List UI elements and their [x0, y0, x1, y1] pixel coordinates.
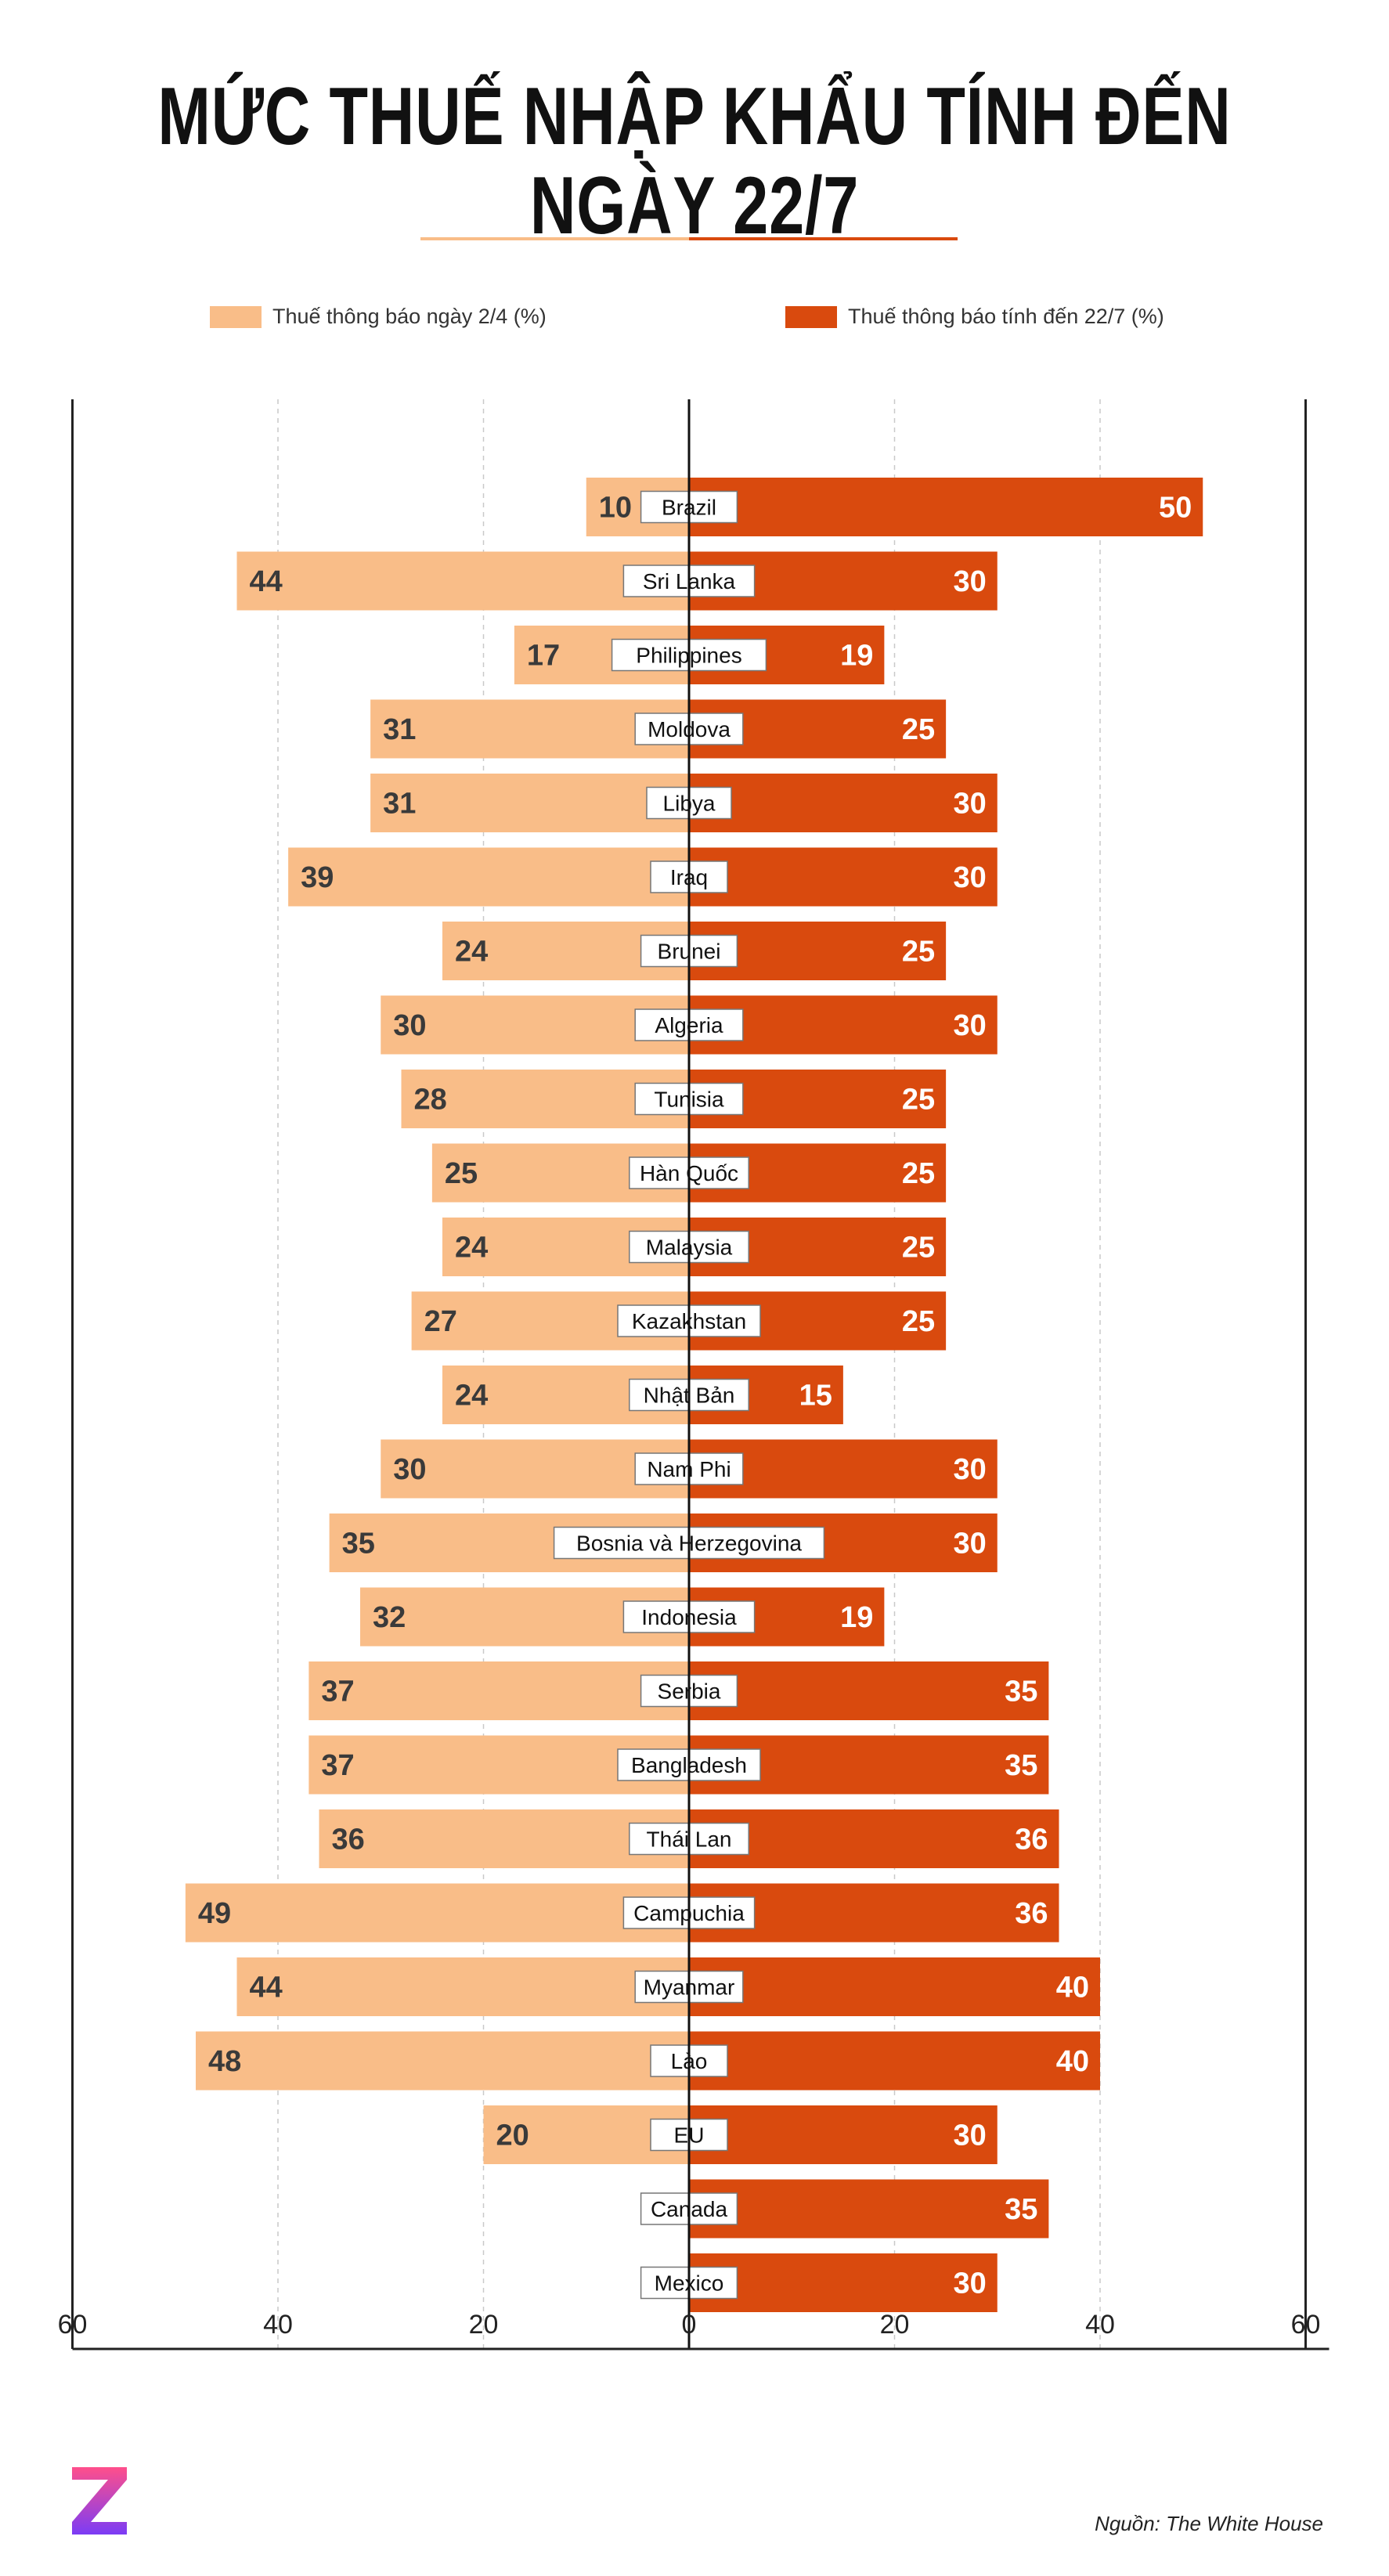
- value-label-after: 30: [953, 1009, 986, 1042]
- value-label-before: 24: [455, 936, 488, 969]
- value-label-after: 30: [953, 2268, 986, 2300]
- bar-before: [308, 1661, 689, 1720]
- value-label-after: 30: [953, 788, 986, 821]
- title-divider-left: [420, 237, 689, 240]
- bar-after: [689, 2105, 998, 2164]
- legend-label-after: Thuế thông báo tính đến 22/7 (%): [848, 305, 1164, 328]
- bar-after: [689, 1809, 1059, 1868]
- value-label-before: 37: [321, 1676, 354, 1708]
- value-label-before: 20: [496, 2120, 529, 2152]
- legend-item-after: Thuế thông báo tính đến 22/7 (%): [785, 305, 1164, 329]
- value-label-after: 25: [902, 1084, 935, 1117]
- value-label-before: 28: [414, 1084, 447, 1117]
- bar-after: [689, 2031, 1100, 2091]
- value-label-before: 44: [250, 565, 283, 598]
- value-label-after: 30: [953, 861, 986, 894]
- value-label-before: 35: [342, 1528, 375, 1560]
- value-label-before: 30: [393, 1009, 426, 1042]
- bar-before: [236, 1957, 689, 2016]
- value-label-before: 32: [373, 1601, 406, 1634]
- bar-before: [288, 847, 689, 907]
- value-label-before: 49: [198, 1897, 231, 1930]
- value-label-after: 40: [1056, 2045, 1089, 2078]
- value-label-before: 10: [599, 492, 632, 525]
- x-tick-label: 60: [1291, 2310, 1321, 2340]
- value-label-after: 36: [1015, 1897, 1048, 1930]
- z-logo-icon: [72, 2467, 127, 2535]
- bar-after: [689, 1957, 1100, 2016]
- bar-after: [689, 478, 1203, 536]
- title-divider-right: [689, 237, 958, 240]
- bar-before: [319, 1809, 689, 1868]
- legend-swatch-after: [785, 305, 837, 328]
- x-tick-label: 20: [469, 2310, 499, 2340]
- value-label-after: 25: [902, 1232, 935, 1265]
- value-label-after: 30: [953, 2120, 986, 2152]
- value-label-after: 35: [1005, 1676, 1037, 1708]
- value-label-after: 25: [902, 936, 935, 969]
- value-label-before: 25: [445, 1157, 478, 1190]
- bar-before: [370, 774, 689, 832]
- legend-swatch-before: [210, 305, 262, 328]
- title-divider: [420, 237, 958, 240]
- value-label-after: 15: [799, 1380, 832, 1412]
- value-label-before: 31: [383, 788, 416, 821]
- x-tick-label: 40: [263, 2310, 293, 2340]
- value-label-after: 19: [840, 640, 873, 673]
- value-label-before: 44: [250, 1972, 283, 2004]
- x-tick-label: 0: [682, 2310, 697, 2340]
- legend-item-before: Thuế thông báo ngày 2/4 (%): [210, 305, 547, 329]
- value-label-after: 30: [953, 565, 986, 598]
- value-label-before: 24: [455, 1380, 488, 1412]
- bar-after: [689, 1661, 1049, 1720]
- bar-after: [689, 847, 998, 907]
- bar-before: [236, 551, 689, 611]
- value-label-before: 27: [424, 1305, 457, 1338]
- value-label-before: 39: [301, 861, 334, 894]
- value-label-after: 35: [1005, 1749, 1037, 1782]
- x-tick-label: 20: [880, 2310, 910, 2340]
- value-label-after: 25: [902, 1305, 935, 1338]
- value-label-after: 30: [953, 1453, 986, 1486]
- value-label-before: 36: [332, 1824, 365, 1856]
- value-label-after: 50: [1159, 492, 1192, 525]
- value-label-after: 36: [1015, 1824, 1048, 1856]
- bar-after: [689, 2179, 1049, 2239]
- bar-before: [185, 1883, 689, 1943]
- value-label-after: 35: [1005, 2193, 1037, 2226]
- value-label-before: 30: [393, 1453, 426, 1486]
- bar-before: [196, 2031, 689, 2091]
- value-label-before: 24: [455, 1232, 488, 1265]
- bar-after: [689, 2253, 998, 2312]
- value-label-before: 31: [383, 713, 416, 746]
- source-note: Nguồn: The White House: [1095, 2512, 1323, 2535]
- x-tick-label: 60: [58, 2310, 88, 2340]
- value-label-before: 17: [527, 640, 560, 673]
- bar-after: [689, 774, 998, 832]
- value-label-after: 25: [902, 1157, 935, 1190]
- value-label-after: 25: [902, 713, 935, 746]
- x-tick-label: 40: [1085, 2310, 1115, 2340]
- value-label-after: 40: [1056, 1972, 1089, 2004]
- value-label-before: 37: [321, 1749, 354, 1782]
- chart-title: MỨC THUẾ NHẬP KHẨU TÍNH ĐẾN NGÀY 22/7: [157, 71, 1232, 252]
- value-label-before: 48: [208, 2045, 241, 2078]
- value-label-after: 19: [840, 1601, 873, 1634]
- value-label-after: 30: [953, 1528, 986, 1560]
- legend-label-before: Thuế thông báo ngày 2/4 (%): [272, 305, 547, 328]
